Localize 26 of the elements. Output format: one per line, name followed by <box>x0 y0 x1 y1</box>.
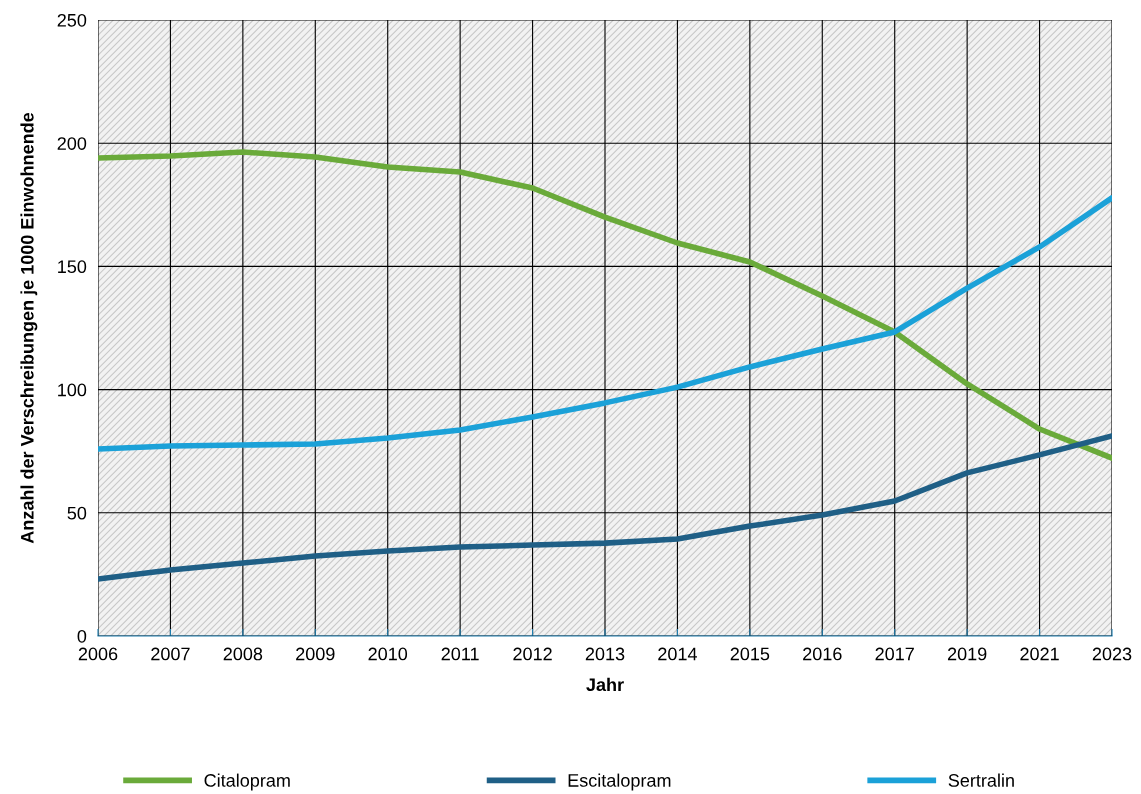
x-tick-label: 2007 <box>151 647 190 661</box>
y-tick-label: 50 <box>67 506 87 520</box>
x-tick-label: 2011 <box>441 647 479 661</box>
x-tick-label: 2017 <box>875 647 914 661</box>
x-tick-label: 2019 <box>947 647 987 661</box>
x-tick-label: 2014 <box>658 647 697 661</box>
x-axis-title: Jahr <box>586 677 624 692</box>
x-tick-label: 2016 <box>803 647 842 661</box>
x-tick-label: 2021 <box>1020 647 1059 661</box>
legend-label: Citalopram <box>204 773 290 791</box>
y-tick-label: 150 <box>58 260 87 274</box>
x-tick-label: 2010 <box>368 647 408 661</box>
x-tick-label: 2012 <box>513 647 552 661</box>
y-axis-title: Anzahl der Verschreibungen je 1000 Einwohnende <box>20 112 38 544</box>
y-tick-label: 250 <box>57 13 87 27</box>
y-tick-label: 100 <box>58 383 87 397</box>
x-tick-label: 2006 <box>78 647 118 661</box>
x-tick-label: 2023 <box>1092 647 1132 661</box>
x-tick-label: 2013 <box>585 647 625 661</box>
y-tick-label: 0 <box>77 629 87 643</box>
x-tick-label: 2015 <box>730 647 770 661</box>
legend-label: Sertralin <box>948 773 1014 787</box>
x-tick-label: 2008 <box>223 647 263 661</box>
y-tick-label: 200 <box>57 137 87 150</box>
x-tick-label: 2009 <box>296 647 335 661</box>
legend-label: Escitalopram <box>568 773 671 791</box>
